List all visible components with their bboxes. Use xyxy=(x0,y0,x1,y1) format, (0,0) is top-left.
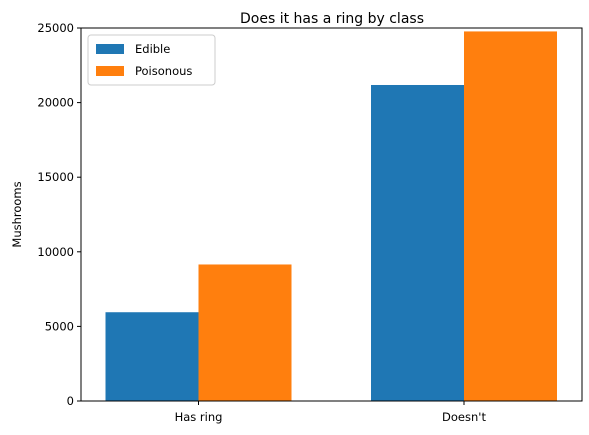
y-tick-label: 10000 xyxy=(37,245,74,259)
y-tick-label: 20000 xyxy=(37,96,74,110)
y-tick-label: 5000 xyxy=(45,319,74,333)
bar-edible-has-ring xyxy=(105,312,199,401)
legend: Edible Poisonous xyxy=(87,34,216,86)
y-tick-label: 25000 xyxy=(37,21,74,35)
x-axis-ticks: Has ring Doesn't xyxy=(175,401,486,424)
y-axis-label: Mushrooms xyxy=(10,181,24,247)
plot-area-frame xyxy=(80,27,583,402)
x-tick-label: Has ring xyxy=(175,410,223,424)
legend-swatch-poisonous xyxy=(96,66,124,76)
legend-label-poisonous: Poisonous xyxy=(135,64,192,78)
legend-swatch-edible xyxy=(96,44,124,54)
bar-edible-doesn-t xyxy=(371,84,464,402)
y-tick-label: 0 xyxy=(67,394,74,408)
bar-poisonous-doesn-t xyxy=(464,31,557,401)
x-tick-label: Doesn't xyxy=(442,410,486,424)
y-axis-ticks: 0 5000 10000 15000 20000 25000 xyxy=(37,21,81,408)
y-tick-label: 15000 xyxy=(37,170,74,184)
bar-poisonous-has-ring xyxy=(198,264,292,401)
chart-title: Does it has a ring by class xyxy=(240,11,424,27)
legend-label-edible: Edible xyxy=(135,42,170,56)
bars-group xyxy=(105,31,557,402)
